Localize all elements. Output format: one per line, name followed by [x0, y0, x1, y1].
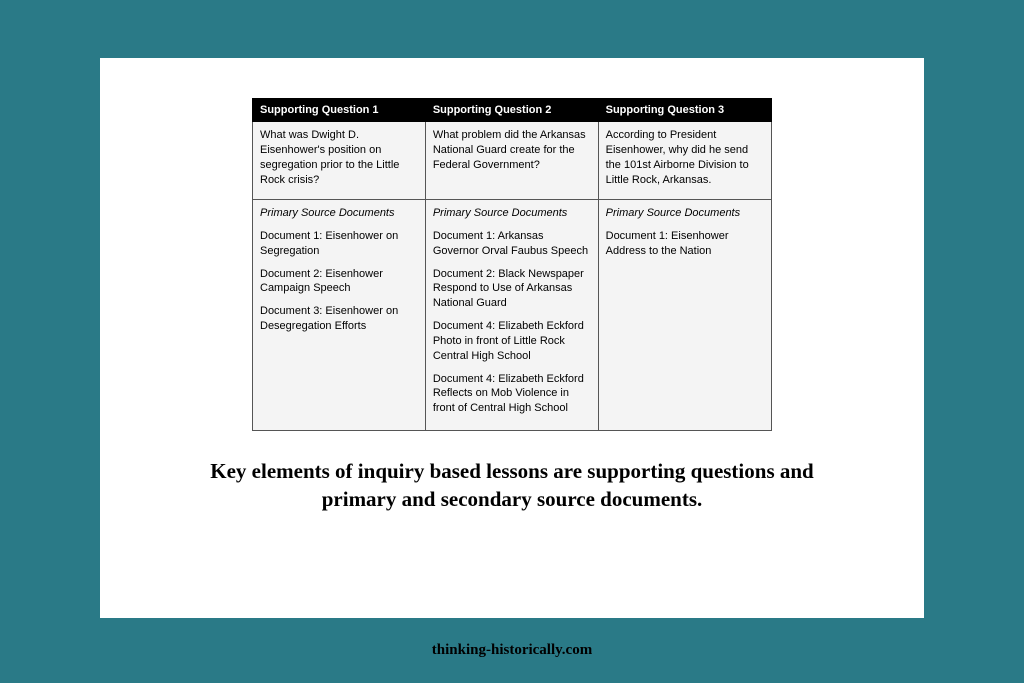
- caption-text: Key elements of inquiry based lessons ar…: [192, 457, 832, 514]
- table-header-row: Supporting Question 1 Supporting Questio…: [253, 99, 772, 122]
- question-cell-3: According to President Eisenhower, why d…: [598, 122, 771, 200]
- docs-cell-3: Primary Source Documents Document 1: Eis…: [598, 200, 771, 431]
- docs-heading-2: Primary Source Documents: [433, 206, 591, 221]
- question-cell-1: What was Dwight D. Eisenhower's position…: [253, 122, 426, 200]
- doc-item: Document 1: Eisenhower on Segregation: [260, 229, 418, 259]
- doc-item: Document 2: Eisenhower Campaign Speech: [260, 267, 418, 297]
- footer-link: thinking-historically.com: [432, 642, 592, 659]
- content-card: Supporting Question 1 Supporting Questio…: [100, 58, 924, 618]
- docs-cell-1: Primary Source Documents Document 1: Eis…: [253, 200, 426, 431]
- doc-item: Document 2: Black Newspaper Respond to U…: [433, 267, 591, 312]
- docs-heading-3: Primary Source Documents: [606, 206, 764, 221]
- header-cell-1: Supporting Question 1: [253, 99, 426, 122]
- header-cell-3: Supporting Question 3: [598, 99, 771, 122]
- doc-item: Document 1: Arkansas Governor Orval Faub…: [433, 229, 591, 259]
- documents-row: Primary Source Documents Document 1: Eis…: [253, 200, 772, 431]
- doc-item: Document 1: Eisenhower Address to the Na…: [606, 229, 764, 259]
- doc-item: Document 4: Elizabeth Eckford Reflects o…: [433, 372, 591, 417]
- doc-item: Document 4: Elizabeth Eckford Photo in f…: [433, 319, 591, 364]
- question-cell-2: What problem did the Arkansas National G…: [425, 122, 598, 200]
- inquiry-table: Supporting Question 1 Supporting Questio…: [252, 98, 772, 431]
- question-row: What was Dwight D. Eisenhower's position…: [253, 122, 772, 200]
- doc-item: Document 3: Eisenhower on Desegregation …: [260, 304, 418, 334]
- docs-cell-2: Primary Source Documents Document 1: Ark…: [425, 200, 598, 431]
- header-cell-2: Supporting Question 2: [425, 99, 598, 122]
- docs-heading-1: Primary Source Documents: [260, 206, 418, 221]
